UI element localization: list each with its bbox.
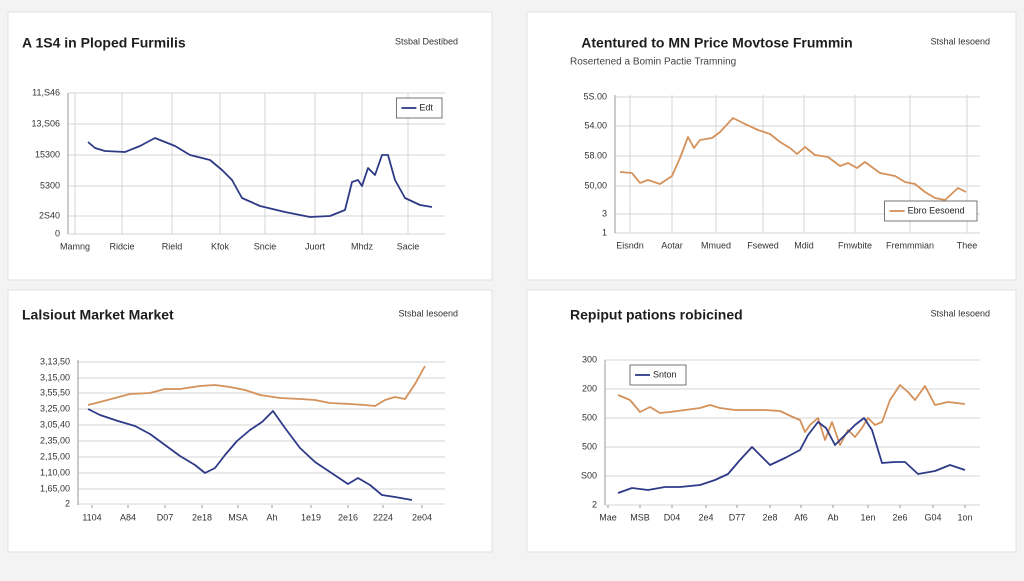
legend-box	[629, 364, 687, 386]
x-tick-label: 2e18	[192, 512, 212, 522]
x-tick-label: 2224	[373, 512, 393, 522]
y-tick-label: 300	[582, 354, 597, 364]
x-tick-label: Thee	[957, 240, 978, 250]
x-tick-label: Eisndn	[616, 240, 644, 250]
y-tick-label: 11,S46	[32, 87, 60, 97]
x-tick-label: 2e16	[338, 512, 358, 522]
x-tick-label: 1e19	[301, 512, 321, 522]
card	[7, 11, 493, 281]
x-tick-label: 1on	[957, 512, 972, 522]
x-tick-label: D04	[664, 512, 681, 522]
x-tick-label: Mamng	[60, 241, 90, 251]
chart-title: Atentured to MN Price Movtose Frummin	[581, 35, 852, 51]
legend-label: Snton	[653, 369, 677, 379]
card	[7, 289, 493, 553]
badge: Stsbal Iesoend	[398, 308, 458, 318]
x-tick-label: MSA	[228, 512, 248, 522]
y-tick-label: 13,S06	[31, 118, 60, 128]
x-tick-label: Af6	[794, 512, 808, 522]
y-tick-label: 1	[602, 227, 607, 237]
y-tick-label: 3,05,40	[40, 419, 70, 429]
x-tick-label: Ab	[827, 512, 838, 522]
legend-label: Ebro Eesoend	[908, 205, 965, 215]
x-tick-label: Fmwbite	[838, 240, 872, 250]
y-tick-label: 500	[582, 441, 597, 451]
x-tick-label: Ridcie	[109, 241, 134, 251]
x-tick-label: Mhdz	[351, 241, 374, 251]
data-line	[617, 384, 966, 446]
legend-label: Edt	[419, 102, 433, 112]
x-tick-label: 2e8	[762, 512, 777, 522]
chart-title: Repiput pations robicined	[570, 307, 743, 323]
x-tick-label: Sacie	[397, 241, 420, 251]
x-tick-label: Mae	[599, 512, 617, 522]
y-tick-label: S00	[581, 470, 597, 480]
y-tick-label: 2	[65, 498, 70, 508]
y-tick-label: 500	[582, 412, 597, 422]
y-tick-label: 50,00	[584, 180, 607, 190]
data-line	[87, 137, 433, 218]
data-line	[619, 117, 967, 201]
y-tick-label: 58.00	[584, 150, 607, 160]
x-tick-label: Ah	[266, 512, 277, 522]
data-line	[87, 408, 413, 501]
x-tick-label: Aotar	[661, 240, 683, 250]
data-line	[617, 417, 966, 494]
card	[526, 11, 1017, 281]
card	[526, 289, 1017, 553]
x-tick-label: Mdid	[794, 240, 814, 250]
y-tick-label: 1,65,00	[40, 483, 70, 493]
x-tick-label: D77	[729, 512, 746, 522]
x-tick-label: A84	[120, 512, 136, 522]
y-tick-label: 3	[602, 208, 607, 218]
x-tick-label: 2e6	[892, 512, 907, 522]
x-tick-label: 1104	[82, 512, 101, 522]
x-tick-label: 2e04	[412, 512, 432, 522]
y-tick-label: 3,55,50	[40, 387, 70, 397]
y-tick-label: 15300	[35, 149, 60, 159]
y-tick-label: 200	[582, 383, 597, 393]
chart-title: A 1S4 in Ploped Furmilis	[22, 35, 186, 51]
y-tick-label: 2,35,00	[40, 435, 70, 445]
data-line	[87, 365, 426, 407]
x-tick-label: 2e4	[698, 512, 713, 522]
y-tick-label: 5300	[40, 180, 60, 190]
x-tick-label: Mmued	[701, 240, 731, 250]
y-tick-label: 2	[592, 499, 597, 509]
x-tick-label: MSB	[630, 512, 650, 522]
y-tick-label: 0	[55, 228, 60, 238]
y-tick-label: 5S.00	[583, 91, 607, 101]
badge: Stshal Iesoend	[930, 36, 990, 46]
y-tick-label: 2,15,00	[40, 451, 70, 461]
y-tick-label: 1,10,00	[40, 467, 70, 477]
y-tick-label: 3,25,00	[40, 403, 70, 413]
y-tick-label: 2S40	[39, 210, 60, 220]
x-tick-label: Rield	[162, 241, 183, 251]
x-tick-label: Juort	[305, 241, 326, 251]
x-tick-label: Kfok	[211, 241, 230, 251]
badge: Stshal Iesoend	[930, 308, 990, 318]
x-tick-label: Fsewed	[747, 240, 779, 250]
badge: Stsbal Destibed	[395, 36, 458, 46]
y-tick-label: 3,15,00	[40, 372, 70, 382]
y-tick-label: 54.00	[584, 120, 607, 130]
legend-box	[395, 97, 443, 119]
y-tick-label: 3,13,50	[40, 356, 70, 366]
x-tick-label: D07	[157, 512, 174, 522]
x-tick-label: G04	[924, 512, 941, 522]
chart-subtitle: Rosertened a Bomin Pactie Tramning	[570, 57, 736, 68]
chart-title: Lalsiout Market Market	[22, 307, 174, 323]
legend-box	[884, 200, 978, 222]
x-tick-label: Sncie	[254, 241, 277, 251]
x-tick-label: 1en	[860, 512, 875, 522]
x-tick-label: Fremmmian	[886, 240, 934, 250]
